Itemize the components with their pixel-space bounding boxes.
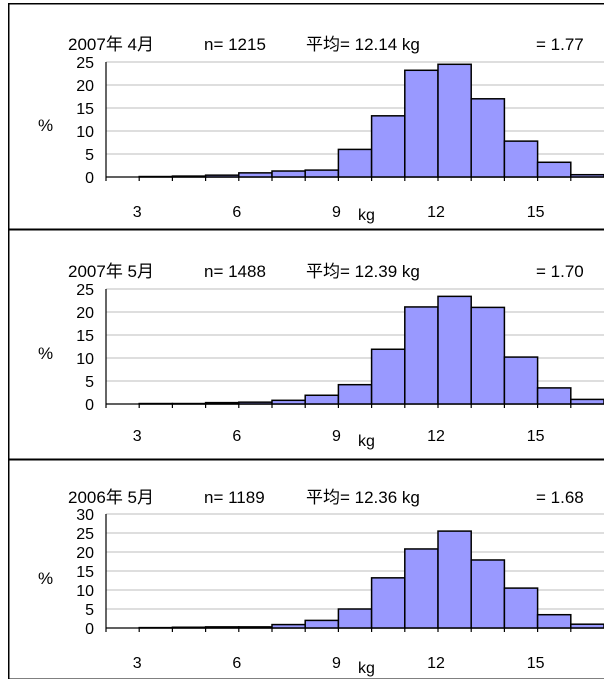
x-tick-label: 9 (332, 655, 341, 672)
title-n: n= 1189 (204, 488, 265, 507)
histogram-panel-2007-05: 0 5 10 15 20 25 3 6 9 12 15 kg% 2007年 5月 n= 1488 平均= 1… (8, 229, 604, 460)
histogram-bar (404, 69, 439, 178)
histogram-bar (271, 399, 306, 405)
histogram-bar (570, 623, 604, 629)
y-tick-label: 10 (76, 351, 94, 368)
y-tick-label: 0 (85, 397, 94, 414)
y-axis-label: % (38, 569, 53, 588)
y-tick-label: 25 (76, 55, 94, 72)
y-tick-label: 20 (76, 305, 94, 322)
x-tick-label: 12 (427, 204, 445, 221)
y-axis-label: % (38, 344, 53, 363)
x-tick-label: 12 (427, 655, 445, 672)
histogram-bar (570, 398, 604, 405)
histogram-bar (238, 401, 273, 405)
x-tick-label: 15 (527, 655, 545, 672)
x-tick-label: 3 (133, 655, 142, 672)
histogram-bar (304, 619, 340, 629)
histogram-bar (437, 530, 472, 629)
x-tick-label: 12 (427, 428, 445, 445)
y-tick-label: 15 (76, 564, 94, 581)
x-tick-label: 3 (133, 204, 142, 221)
x-unit-label: kg (358, 660, 375, 677)
histogram-bar (437, 295, 472, 405)
histogram-bar (470, 306, 506, 405)
histogram-bar (503, 140, 539, 178)
x-tick-label: 6 (232, 428, 241, 445)
histogram-bar (337, 383, 373, 405)
histogram-bar (370, 115, 406, 178)
y-tick-label: 0 (85, 621, 94, 638)
x-tick-label: 6 (232, 204, 241, 221)
histogram-bar (503, 356, 539, 405)
histogram-bar (238, 172, 273, 178)
y-tick-label: 20 (76, 78, 94, 95)
title-date: 2007年 4月 (68, 35, 154, 54)
histogram-stack: 0 5 10 15 20 25 3 6 9 12 15 kg% 2007年 4月 n= 1215 平均= 1… (8, 3, 604, 679)
x-unit-label: kg (358, 433, 375, 450)
histogram-bar (470, 559, 506, 629)
title-n: n= 1488 (204, 262, 266, 281)
title-sd: = 1.70 (536, 262, 584, 281)
histogram-bar (171, 175, 207, 178)
x-tick-label: 9 (332, 204, 341, 221)
y-tick-label: 5 (85, 374, 94, 391)
y-tick-label: 10 (76, 583, 94, 600)
y-tick-label: 15 (76, 101, 94, 118)
histogram-bar (304, 169, 340, 178)
x-tick-label: 15 (527, 428, 545, 445)
title-sd: = 1.77 (536, 35, 584, 54)
y-tick-label: 5 (85, 147, 94, 164)
histogram-bar (536, 387, 572, 405)
panel-border (8, 459, 604, 679)
title-mean: 平均= 12.39 kg (306, 262, 420, 281)
y-tick-label: 10 (76, 124, 94, 141)
histogram-bar (404, 306, 439, 405)
title-n: n= 1215 (204, 35, 266, 54)
x-tick-label: 9 (332, 428, 341, 445)
histogram-bar (204, 401, 240, 405)
title-mean: 平均= 12.14 kg (306, 35, 420, 54)
histogram-bar (304, 394, 340, 405)
y-tick-label: 0 (85, 170, 94, 187)
y-tick-label: 25 (76, 282, 94, 299)
title-date: 2006年 5月 (68, 488, 154, 507)
histogram-panel-2007-04: 0 5 10 15 20 25 3 6 9 12 15 kg% 2007年 4月 n= 1215 平均= 1… (8, 3, 604, 230)
histogram-bar (570, 173, 604, 178)
y-tick-label: 15 (76, 328, 94, 345)
title-date: 2007年 5月 (68, 262, 154, 281)
histogram-chart: 0 5 10 15 20 25 3 6 9 12 15 kg% 2007年 4月 n= 1215 平均= 1… (8, 3, 604, 230)
histogram-bar (370, 577, 406, 629)
x-tick-label: 15 (527, 204, 545, 221)
histogram-bar (337, 148, 373, 178)
histogram-bar (404, 548, 439, 629)
histogram-bar (337, 608, 373, 629)
title-mean: 平均= 12.36 kg (306, 488, 420, 507)
title-sd: = 1.68 (536, 488, 584, 507)
histogram-bar (271, 170, 306, 178)
histogram-bar (470, 98, 506, 178)
histogram-bar (204, 174, 240, 178)
y-axis-label: % (38, 116, 53, 135)
y-tick-label: 5 (85, 602, 94, 619)
histogram-panel-2006-05: 0 5 10 15 20 25 30 3 6 9 12 15 kg% 2006年 5月 n= 1189 平均=… (8, 459, 604, 679)
histogram-chart: 0 5 10 15 20 25 3 6 9 12 15 kg% 2007年 5月 n= 1488 平均= 1… (8, 229, 604, 460)
x-unit-label: kg (358, 207, 375, 224)
x-tick-label: 6 (232, 655, 241, 672)
histogram-bar (536, 613, 572, 629)
histogram-bar (171, 626, 207, 629)
histogram-bar (503, 587, 539, 629)
histogram-bar (271, 623, 306, 629)
y-tick-label: 30 (76, 507, 94, 524)
y-tick-label: 25 (76, 526, 94, 543)
histogram-bar (536, 161, 572, 178)
x-tick-label: 3 (133, 428, 142, 445)
histogram-bar (238, 626, 273, 629)
y-tick-label: 20 (76, 545, 94, 562)
histogram-bar (370, 348, 406, 405)
histogram-chart: 0 5 10 15 20 25 30 3 6 9 12 15 kg% 2006年 5月 n= 1189 平均=… (8, 459, 604, 679)
histogram-bar (204, 626, 240, 629)
histogram-bar (437, 63, 472, 178)
